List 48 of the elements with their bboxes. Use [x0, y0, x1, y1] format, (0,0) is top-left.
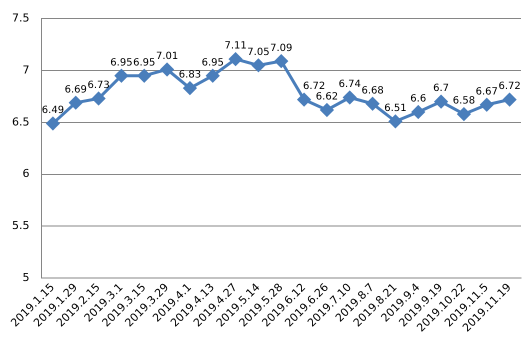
- data-label: 6.62: [316, 92, 338, 103]
- point: [412, 106, 425, 119]
- data-label: 6.51: [384, 102, 407, 114]
- point: [160, 62, 174, 76]
- y-tick-label: 5.5: [12, 219, 30, 232]
- data-label: 6.95: [110, 57, 133, 68]
- point: [183, 82, 196, 95]
- y-tick-label: 7: [22, 63, 30, 76]
- data-label: 6.7: [433, 83, 450, 94]
- point: [274, 54, 288, 68]
- y-tick-label: 6: [22, 167, 30, 180]
- data-label: 6.67: [476, 86, 498, 98]
- point: [434, 95, 448, 108]
- point: [388, 114, 402, 128]
- data-label: 6.69: [64, 84, 87, 96]
- data-label: 6.95: [202, 57, 224, 68]
- data-label: 6.83: [178, 70, 202, 81]
- data-label: 6.58: [452, 96, 476, 107]
- data-label: 7.11: [224, 40, 247, 52]
- point: [229, 52, 242, 66]
- point: [92, 92, 106, 106]
- data-label: 6.6: [410, 94, 426, 105]
- data-label: 6.74: [338, 79, 361, 90]
- point: [503, 93, 516, 106]
- data-label: 6.72: [498, 81, 521, 92]
- y-tick-label: 6.5: [12, 115, 30, 128]
- point: [138, 69, 151, 82]
- point: [252, 58, 265, 72]
- data-label: 6.73: [87, 80, 110, 92]
- point: [343, 91, 356, 104]
- point: [46, 116, 60, 130]
- data-label: 6.72: [302, 81, 326, 92]
- point: [298, 93, 311, 106]
- data-label: 6.68: [361, 85, 384, 96]
- point: [480, 98, 494, 112]
- data-label: 7.05: [247, 46, 270, 58]
- data-label: 6.95: [133, 57, 156, 68]
- point: [114, 69, 128, 82]
- point: [206, 69, 220, 82]
- point: [457, 108, 470, 121]
- point: [320, 103, 334, 116]
- y-tick-label: 7.5: [12, 11, 30, 24]
- point: [366, 97, 380, 110]
- data-label: 7.09: [270, 42, 292, 54]
- data-label: 6.49: [42, 105, 64, 116]
- y-tick-label: 5: [22, 270, 30, 284]
- point: [69, 96, 82, 110]
- data-label: 7.01: [156, 51, 178, 62]
